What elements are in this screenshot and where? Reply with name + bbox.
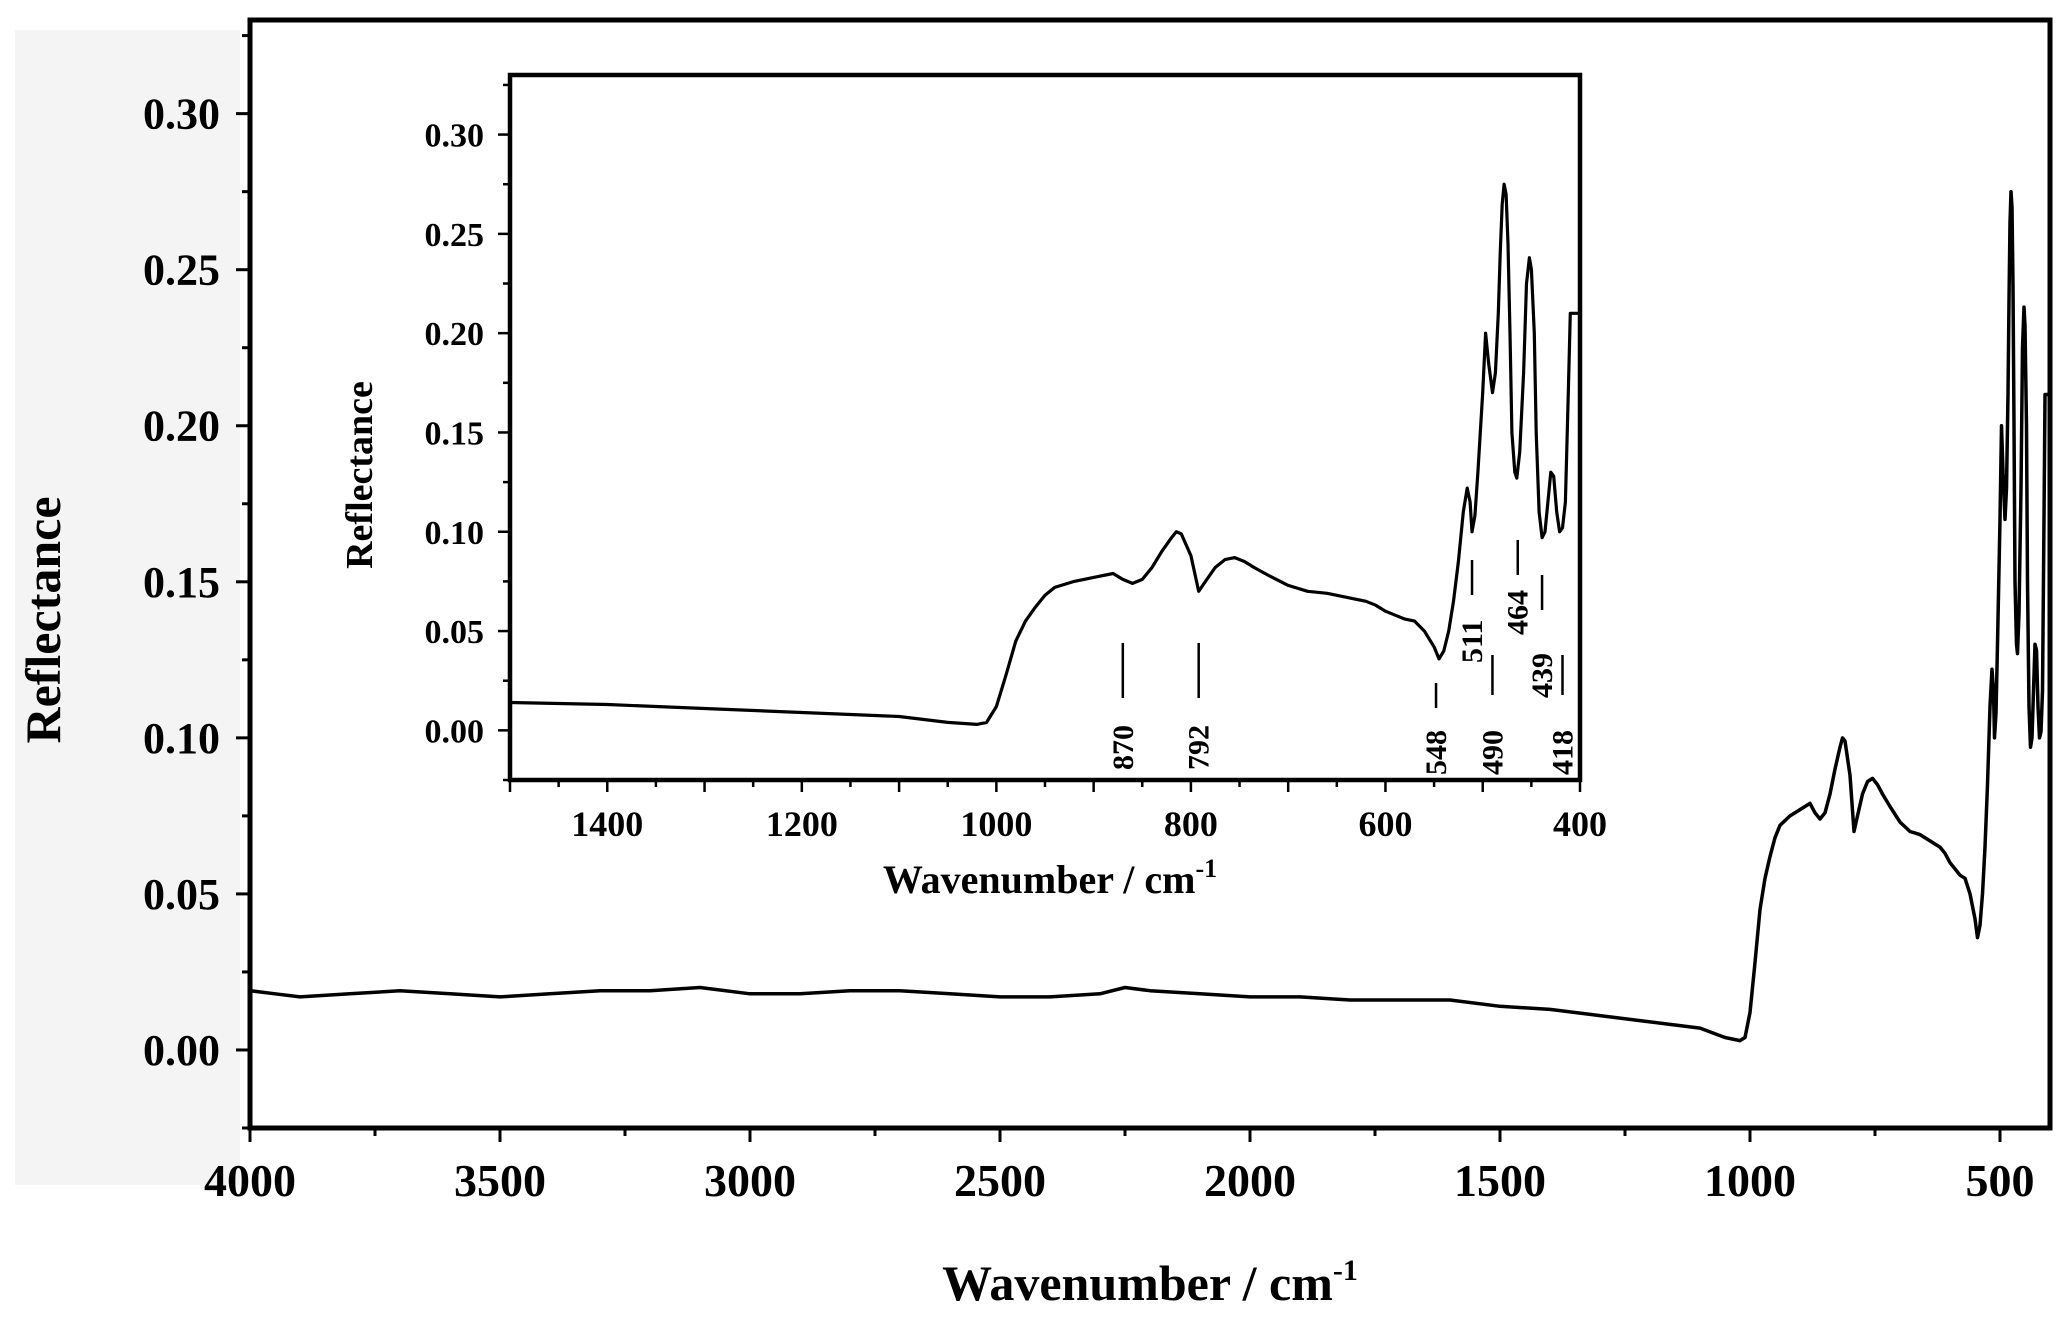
peak-label: 418 <box>1546 730 1579 775</box>
main-y-tick-label: 0.15 <box>143 558 220 607</box>
inset-y-tick-label: 0.30 <box>425 118 485 155</box>
inset-x-tick-label: 1000 <box>960 804 1032 844</box>
main-x-tick-label: 3000 <box>704 1155 796 1206</box>
inset-x-tick-label: 400 <box>1553 804 1607 844</box>
inset-peak-annotations: 870 792 548 511 490 464 439 418 <box>1107 540 1579 775</box>
inset-plot-frame <box>507 72 1583 783</box>
inset-x-tick-label: 800 <box>1164 804 1218 844</box>
peak-label: 870 <box>1107 725 1140 770</box>
main-y-tick-labels: 0.00 0.05 0.10 0.15 0.20 0.25 0.30 <box>143 90 220 1075</box>
main-x-tick-label: 2500 <box>954 1155 1046 1206</box>
inset-x-tick-labels: 1400 1200 1000 800 600 400 <box>571 804 1607 844</box>
inset-x-tick-label: 1200 <box>766 804 838 844</box>
main-y-tick-label: 0.30 <box>143 90 220 139</box>
main-y-tick-label: 0.10 <box>143 714 220 763</box>
main-y-axis-title: Reflectance <box>15 496 71 743</box>
peak-label: 464 <box>1502 590 1535 635</box>
main-x-tick-label: 1000 <box>1704 1155 1796 1206</box>
main-x-axis-title-sup: -1 <box>1333 1254 1358 1287</box>
main-background-panel <box>15 30 240 1185</box>
inset-y-tick-label: 0.20 <box>425 316 485 353</box>
inset-x-axis-title: Wavenumber / cm-1 <box>883 854 1217 902</box>
peak-label: 490 <box>1476 730 1509 775</box>
main-x-tick-label: 4000 <box>204 1155 296 1206</box>
inset-y-axis-title: Reflectance <box>339 381 381 569</box>
inset-y-tick-labels: 0.00 0.05 0.10 0.15 0.20 0.25 0.30 <box>425 118 485 751</box>
inset-x-tick-label: 600 <box>1358 804 1412 844</box>
inset-chart: 0.00 0.05 0.10 0.15 0.20 0.25 0.30 1400 1200 100… <box>339 72 1607 902</box>
inset-y-tick-label: 0.15 <box>425 415 485 452</box>
main-y-tick-label: 0.20 <box>143 402 220 451</box>
inset-x-axis-title-sup: -1 <box>1195 854 1217 883</box>
main-y-tick-label: 0.05 <box>143 870 220 919</box>
main-x-axis-title-text: Wavenumber / cm <box>942 1255 1333 1311</box>
inset-y-tick-label: 0.10 <box>425 515 485 552</box>
main-x-tick-label: 2000 <box>1204 1155 1296 1206</box>
peak-label: 548 <box>1420 730 1453 775</box>
inset-y-tick-label: 0.05 <box>425 614 485 651</box>
inset-y-tick-label: 0.25 <box>425 217 485 254</box>
main-y-tick-label: 0.25 <box>143 246 220 295</box>
main-plot-frame <box>247 17 2053 1131</box>
inset-series-line <box>508 182 1580 727</box>
main-x-tick-label: 3500 <box>454 1155 546 1206</box>
peak-label: 439 <box>1526 653 1559 698</box>
main-x-tick-label: 500 <box>1966 1155 2035 1206</box>
inset-x-axis-title-text: Wavenumber / cm <box>883 857 1196 902</box>
main-y-tick-label: 0.00 <box>143 1026 220 1075</box>
inset-x-tick-label: 1400 <box>571 804 643 844</box>
peak-label: 792 <box>1183 725 1216 770</box>
inset-y-tick-label: 0.00 <box>425 713 485 750</box>
main-x-tick-labels: 4000 3500 3000 2500 2000 1500 1000 500 <box>204 1155 2035 1206</box>
main-x-tick-label: 1500 <box>1454 1155 1546 1206</box>
inset-plot-area <box>510 75 1580 780</box>
main-series-line <box>249 189 2050 1043</box>
main-x-axis-title: Wavenumber / cm-1 <box>942 1254 1358 1311</box>
peak-label: 511 <box>1456 620 1489 663</box>
